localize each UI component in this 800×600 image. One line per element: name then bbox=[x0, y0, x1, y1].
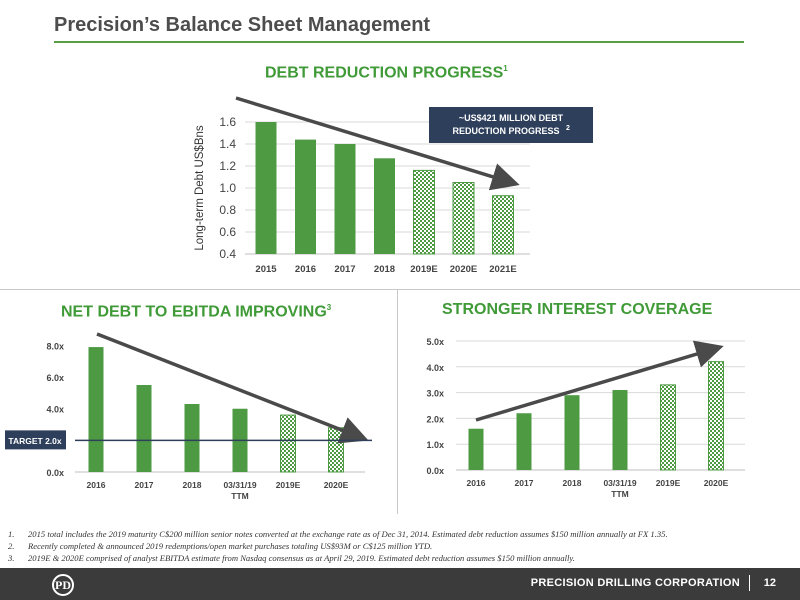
callout-line-2: REDUCTION PROGRESS bbox=[452, 126, 559, 136]
y-tick-label: 5.0x bbox=[426, 337, 444, 347]
debt-reduction-chart: 0.4 0.6 0.8 1.0 1.2 1.4 1.6 2015 2016 2017 2018 201… bbox=[194, 96, 593, 275]
bar bbox=[295, 139, 316, 254]
footnote: 2. Recently completed & announced 2019 re… bbox=[8, 541, 433, 551]
section-title-leverage: NET DEBT TO EBITDA IMPROVING3 bbox=[61, 303, 332, 321]
y-axis-label: Long-term Debt US$Bns bbox=[194, 125, 206, 251]
trend-arrow bbox=[96, 332, 369, 444]
bar bbox=[136, 385, 152, 472]
y-tick-label: 1.0 bbox=[219, 181, 236, 195]
page-number: 12 bbox=[763, 577, 776, 589]
trend-arrow bbox=[475, 340, 724, 422]
y-tick-label: 4.0x bbox=[426, 363, 444, 373]
x-tick-label: 2019E bbox=[276, 480, 301, 490]
section-divider-horizontal bbox=[0, 289, 800, 290]
section-title-coverage: STRONGER INTEREST COVERAGE bbox=[442, 301, 713, 318]
callout-line-1: ~US$421 MILLION DEBT bbox=[459, 113, 564, 123]
x-tick-sublabel: TTM bbox=[611, 489, 628, 499]
bar bbox=[612, 390, 628, 470]
bar bbox=[328, 427, 344, 473]
footnotes: 1. 2015 total includes the 2019 maturity … bbox=[8, 528, 792, 564]
interest-coverage-chart: 0.0x 1.0x 2.0x 3.0x 4.0x 5.0x 2016 2017 2018 03/3… bbox=[426, 337, 745, 499]
y-tick-label: 6.0x bbox=[46, 373, 64, 383]
y-tick-label: 0.4 bbox=[219, 247, 236, 261]
bar bbox=[280, 414, 296, 473]
x-tick-label: 2016 bbox=[295, 264, 316, 275]
y-tick-label: 4.0x bbox=[46, 405, 64, 415]
x-tick-label: 2019E bbox=[656, 478, 681, 488]
x-tick-label: 2018 bbox=[563, 478, 582, 488]
page-separator bbox=[749, 575, 750, 591]
y-tick-label: 3.0x bbox=[426, 389, 444, 399]
target-label: TARGET 2.0x bbox=[8, 436, 61, 446]
y-tick-label: 8.0x bbox=[46, 341, 64, 351]
x-tick-label: 2017 bbox=[334, 264, 355, 275]
trend-arrow bbox=[235, 96, 520, 191]
x-tick-label: 2016 bbox=[87, 480, 106, 490]
company-name: PRECISION DRILLING CORPORATION bbox=[530, 577, 740, 589]
bar bbox=[334, 144, 356, 254]
x-tick-label: 2017 bbox=[515, 478, 534, 488]
y-tick-label: 1.0x bbox=[426, 440, 444, 450]
y-tick-label: 0.6 bbox=[219, 225, 236, 239]
bar bbox=[660, 384, 676, 471]
bar bbox=[413, 169, 435, 255]
bar bbox=[374, 158, 395, 254]
title-rule bbox=[54, 41, 744, 43]
page-title: Precision’s Balance Sheet Management bbox=[54, 14, 431, 36]
target-badge bbox=[5, 430, 66, 450]
bar bbox=[452, 182, 475, 255]
y-tick-label: 1.6 bbox=[219, 115, 236, 129]
bar bbox=[184, 404, 200, 472]
x-tick-label: 2015 bbox=[255, 264, 277, 275]
x-tick-label: 2018 bbox=[183, 480, 202, 490]
footer-bar bbox=[0, 568, 800, 600]
x-tick-label: 2019E bbox=[410, 264, 437, 275]
x-tick-label: 2016 bbox=[467, 478, 486, 488]
bar bbox=[468, 428, 484, 470]
y-tick-label: 1.4 bbox=[219, 137, 236, 151]
y-tick-label: 2.0x bbox=[426, 414, 444, 424]
bar bbox=[255, 122, 277, 254]
x-tick-label: 2021E bbox=[489, 264, 516, 275]
section-divider-vertical bbox=[397, 289, 398, 514]
bar bbox=[564, 395, 580, 470]
x-tick-label: 2018 bbox=[374, 264, 395, 275]
x-tick-label: 03/31/19 bbox=[603, 478, 636, 488]
y-tick-label: 1.2 bbox=[219, 159, 236, 173]
y-tick-label: 0.0x bbox=[46, 468, 64, 478]
x-tick-label: 2020E bbox=[324, 480, 349, 490]
x-tick-label: 2017 bbox=[135, 480, 154, 490]
bar bbox=[516, 413, 532, 470]
y-tick-label: 0.8 bbox=[219, 203, 236, 217]
y-tick-label: 0.0x bbox=[426, 466, 444, 476]
bar bbox=[492, 195, 514, 255]
precision-logo-icon: PD bbox=[52, 574, 74, 596]
callout-superscript: 2 bbox=[566, 125, 570, 132]
x-tick-label: 2020E bbox=[704, 478, 729, 488]
x-tick-label: 03/31/19 bbox=[223, 480, 256, 490]
footnote: 1. 2015 total includes the 2019 maturity … bbox=[8, 529, 668, 539]
callout-box bbox=[429, 107, 593, 143]
footnote: 3. 2019E & 2020E comprised of analyst EBI… bbox=[8, 553, 575, 563]
bar bbox=[708, 361, 724, 471]
bar bbox=[88, 347, 104, 472]
section-title-debt: DEBT REDUCTION PROGRESS1 bbox=[265, 64, 508, 82]
x-tick-sublabel: TTM bbox=[231, 491, 248, 501]
x-tick-label: 2020E bbox=[450, 264, 477, 275]
